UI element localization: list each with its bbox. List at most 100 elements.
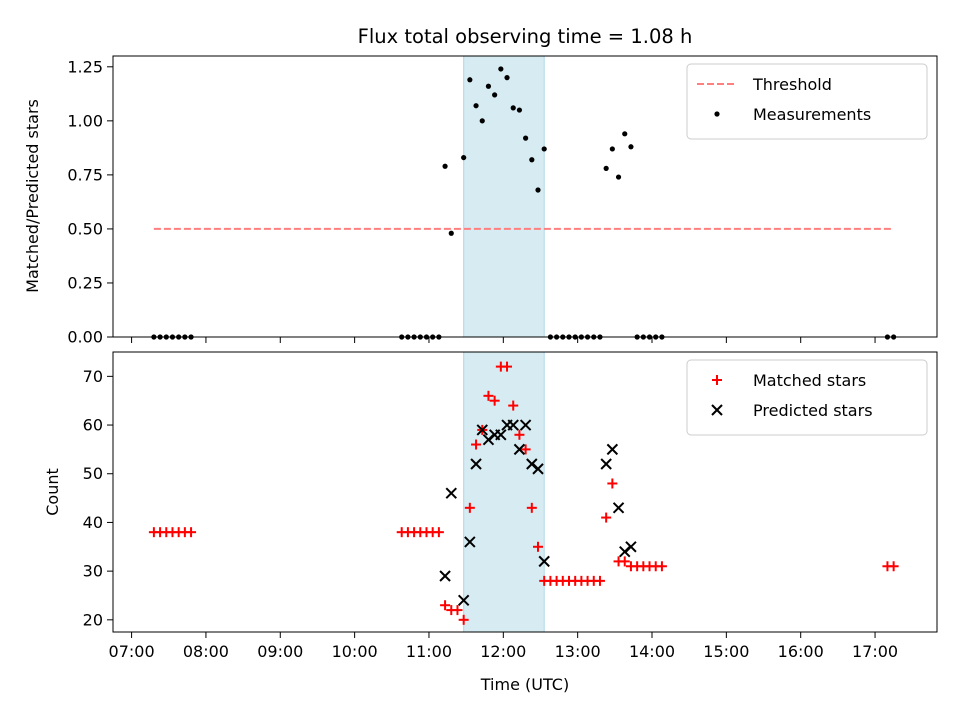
data-point bbox=[470, 458, 482, 470]
legend: Matched stars Predicted stars bbox=[686, 359, 928, 436]
data-point bbox=[483, 390, 494, 401]
x-tick-label: 08:00 bbox=[183, 642, 229, 661]
data-point bbox=[628, 144, 634, 150]
y-tick-label: 20 bbox=[83, 610, 103, 629]
legend-label: Measurements bbox=[753, 105, 871, 124]
legend-box bbox=[686, 63, 928, 140]
x-tick-label: 15:00 bbox=[703, 642, 749, 661]
plot-frame bbox=[112, 55, 938, 338]
data-point bbox=[594, 575, 605, 586]
data-point bbox=[498, 66, 504, 72]
y-tick-label: 40 bbox=[83, 513, 103, 532]
data-point bbox=[433, 527, 444, 538]
data-point bbox=[529, 157, 535, 163]
data-point bbox=[600, 458, 612, 470]
y-tick-label: 1.25 bbox=[67, 57, 103, 76]
data-point bbox=[439, 570, 451, 582]
data-point bbox=[467, 77, 473, 83]
data-point bbox=[516, 107, 523, 113]
data-point bbox=[625, 541, 637, 553]
data-point bbox=[606, 443, 619, 456]
data-point bbox=[495, 429, 507, 441]
data-point bbox=[508, 400, 519, 411]
data-point bbox=[452, 605, 463, 616]
x-tick-label: 09:00 bbox=[257, 642, 303, 661]
data-point bbox=[514, 429, 525, 440]
data-point bbox=[476, 424, 488, 436]
data-point bbox=[473, 103, 479, 109]
x-tick-label: 13:00 bbox=[555, 642, 601, 661]
y-tick-label: 70 bbox=[83, 367, 103, 386]
data-point bbox=[888, 561, 899, 572]
panel-bottom: 20 30 40 50 60 70 07:00 08:00 09:00 10:00 11:00 12:… bbox=[83, 351, 938, 661]
x-tick-label: 12:00 bbox=[480, 642, 526, 661]
xlabel: Time (UTC) bbox=[480, 675, 569, 694]
data-point bbox=[489, 395, 500, 406]
data-point bbox=[535, 187, 541, 193]
data-point bbox=[485, 83, 492, 89]
data-point bbox=[448, 230, 454, 236]
data-point bbox=[186, 527, 197, 538]
data-point bbox=[520, 444, 531, 455]
data-point bbox=[510, 105, 516, 111]
data-point bbox=[533, 541, 544, 552]
legend-box bbox=[686, 359, 928, 436]
y-tick-label: 0.50 bbox=[67, 219, 103, 238]
data-point bbox=[532, 463, 544, 475]
data-point bbox=[502, 361, 513, 372]
y-tick-label: 0.75 bbox=[67, 165, 103, 184]
data-point bbox=[464, 536, 476, 548]
data-point bbox=[622, 131, 628, 137]
data-point bbox=[612, 502, 625, 514]
series-predicted-stars bbox=[439, 419, 637, 607]
x-tick-label: 16:00 bbox=[778, 642, 824, 661]
data-point bbox=[656, 561, 667, 572]
data-point bbox=[519, 419, 532, 431]
legend-label: Predicted stars bbox=[753, 401, 873, 420]
data-point bbox=[445, 487, 457, 499]
data-point bbox=[526, 502, 537, 513]
x-tick-label: 10:00 bbox=[332, 642, 378, 661]
data-point bbox=[601, 512, 612, 523]
data-point bbox=[607, 478, 618, 489]
legend-marker bbox=[711, 404, 723, 416]
data-point bbox=[504, 75, 510, 81]
ylabel-bottom: Count bbox=[43, 468, 62, 516]
data-point bbox=[464, 502, 475, 513]
highlight-span bbox=[463, 351, 545, 633]
data-point bbox=[538, 555, 550, 568]
data-point bbox=[461, 154, 467, 161]
data-point bbox=[457, 594, 470, 607]
legend-marker bbox=[714, 111, 720, 117]
legend-label: Matched stars bbox=[753, 371, 866, 390]
data-point bbox=[442, 163, 448, 169]
legend-marker bbox=[712, 375, 722, 385]
y-tick-label: 50 bbox=[83, 464, 103, 483]
x-tick-label: 14:00 bbox=[629, 642, 675, 661]
x-tick-label: 17:00 bbox=[852, 642, 898, 661]
data-point bbox=[513, 443, 526, 456]
plot-frame bbox=[112, 351, 938, 633]
y-tick-label: 1.00 bbox=[67, 111, 103, 130]
data-point bbox=[619, 556, 630, 567]
data-point bbox=[440, 600, 451, 611]
data-point bbox=[458, 614, 469, 625]
x-tick-label: 07:00 bbox=[109, 642, 155, 661]
legend-label: Threshold bbox=[752, 75, 832, 94]
data-point bbox=[523, 135, 529, 141]
legend: Threshold Measurements bbox=[686, 63, 928, 140]
data-point bbox=[479, 118, 485, 124]
data-point bbox=[615, 174, 622, 180]
data-point bbox=[492, 92, 498, 98]
y-tick-label: 0.00 bbox=[67, 328, 103, 347]
ylabel-top: Matched/Predicted stars bbox=[23, 99, 42, 293]
y-tick-label: 0.25 bbox=[67, 273, 103, 292]
panel-top: 0.00 0.25 0.50 0.75 1.00 1.25 Threshold Measure… bbox=[67, 55, 938, 347]
data-point bbox=[471, 439, 482, 450]
data-point bbox=[507, 419, 519, 431]
y-tick-label: 30 bbox=[83, 562, 103, 581]
series-matched-stars bbox=[148, 361, 899, 625]
chart-title: Flux total observing time = 1.08 h bbox=[358, 25, 693, 48]
y-tick-label: 60 bbox=[83, 416, 103, 435]
